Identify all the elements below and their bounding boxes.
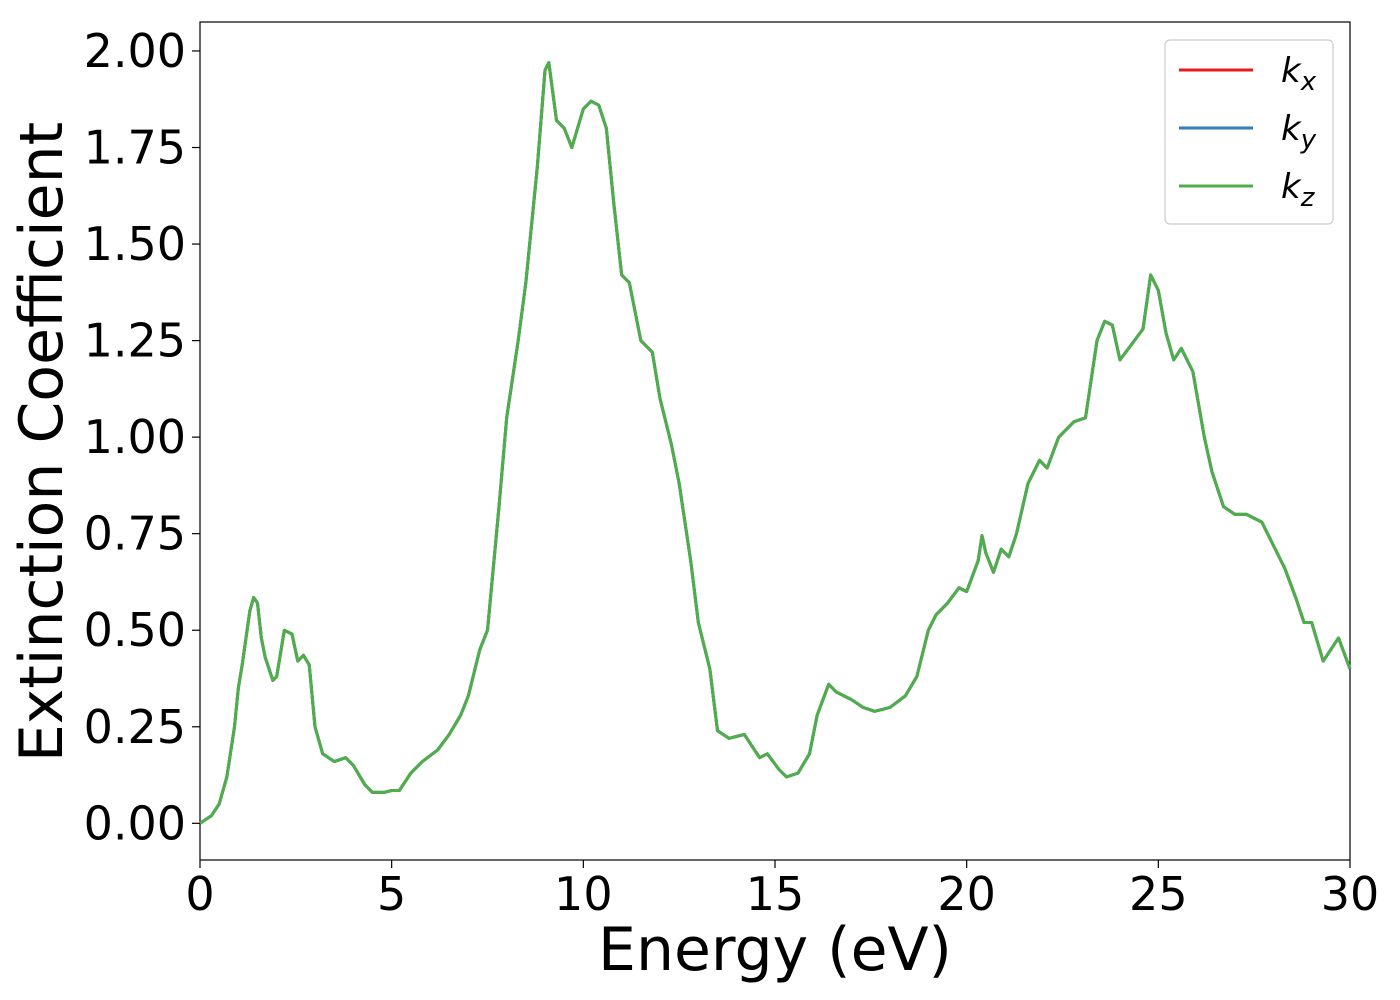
y-tick-label: 0.50	[84, 603, 186, 657]
x-tick-label: 30	[1321, 867, 1380, 921]
x-tick-label: 0	[185, 867, 214, 921]
y-tick-label: 1.25	[84, 314, 186, 368]
x-tick-label: 20	[937, 867, 996, 921]
y-tick-label: 0.75	[84, 507, 186, 561]
y-tick-label: 1.75	[84, 121, 186, 175]
legend: kx ky kz	[1164, 39, 1334, 225]
y-axis-ticks: 0.00 0.25 0.50 0.75 1.00 1.25 1.50 1.75 2.00	[84, 24, 200, 850]
legend-label-k-z: kz	[1281, 167, 1316, 213]
x-tick-label: 15	[746, 867, 805, 921]
x-tick-label: 25	[1129, 867, 1188, 921]
legend-label-k-y: ky	[1281, 109, 1317, 155]
legend-box	[1164, 39, 1334, 225]
x-axis-ticks: 0 5 10 15 20 25 30	[185, 860, 1379, 921]
y-tick-label: 1.00	[84, 410, 186, 464]
x-tick-label: 10	[554, 867, 613, 921]
legend-label-k-x: kx	[1281, 51, 1317, 97]
series-line-k-z	[199, 61, 1352, 825]
x-tick-label: 5	[377, 867, 406, 921]
y-axis-title: Extinction Coefficient	[7, 122, 77, 762]
y-tick-label: 0.00	[84, 796, 186, 850]
y-tick-label: 0.25	[84, 700, 186, 754]
plot-area	[199, 21, 1352, 861]
y-tick-label: 2.00	[84, 24, 186, 78]
y-tick-label: 1.50	[84, 217, 186, 271]
x-axis-title: Energy (eV)	[598, 915, 952, 985]
